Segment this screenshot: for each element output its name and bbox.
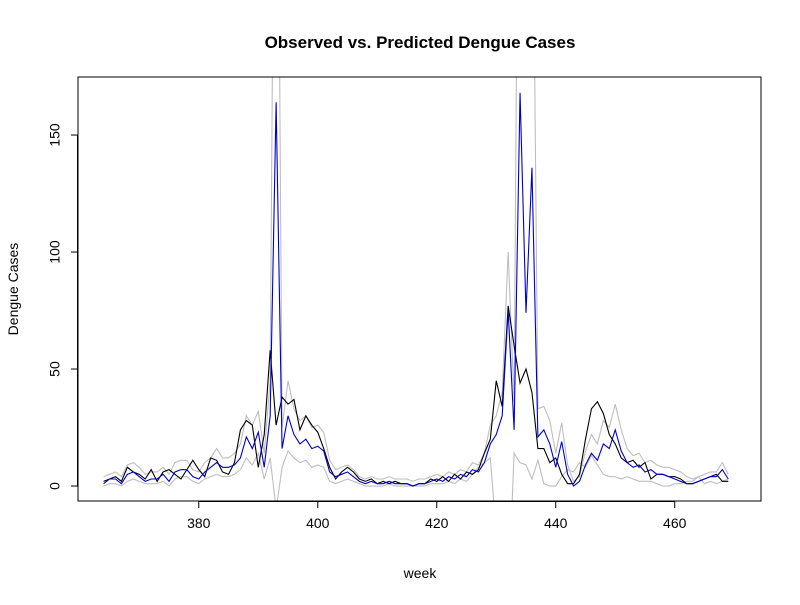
y-tick-label: 0 (47, 482, 63, 490)
y-axis-label: Dengue Cases (5, 243, 21, 336)
x-tick-label: 420 (425, 515, 449, 531)
chart-title: Observed vs. Predicted Dengue Cases (265, 33, 576, 52)
x-tick-label: 380 (187, 515, 211, 531)
series-line (103, 77, 729, 483)
x-tick-label: 460 (663, 515, 687, 531)
y-tick-label: 150 (47, 123, 63, 147)
y-tick-label: 50 (47, 361, 63, 377)
series-line (103, 449, 729, 501)
x-tick-label: 400 (306, 515, 330, 531)
y-tick-label: 100 (47, 240, 63, 264)
x-axis-label: week (403, 565, 438, 581)
x-tick-label: 440 (544, 515, 568, 531)
series-line (103, 92, 729, 487)
plot-lines (103, 77, 729, 501)
